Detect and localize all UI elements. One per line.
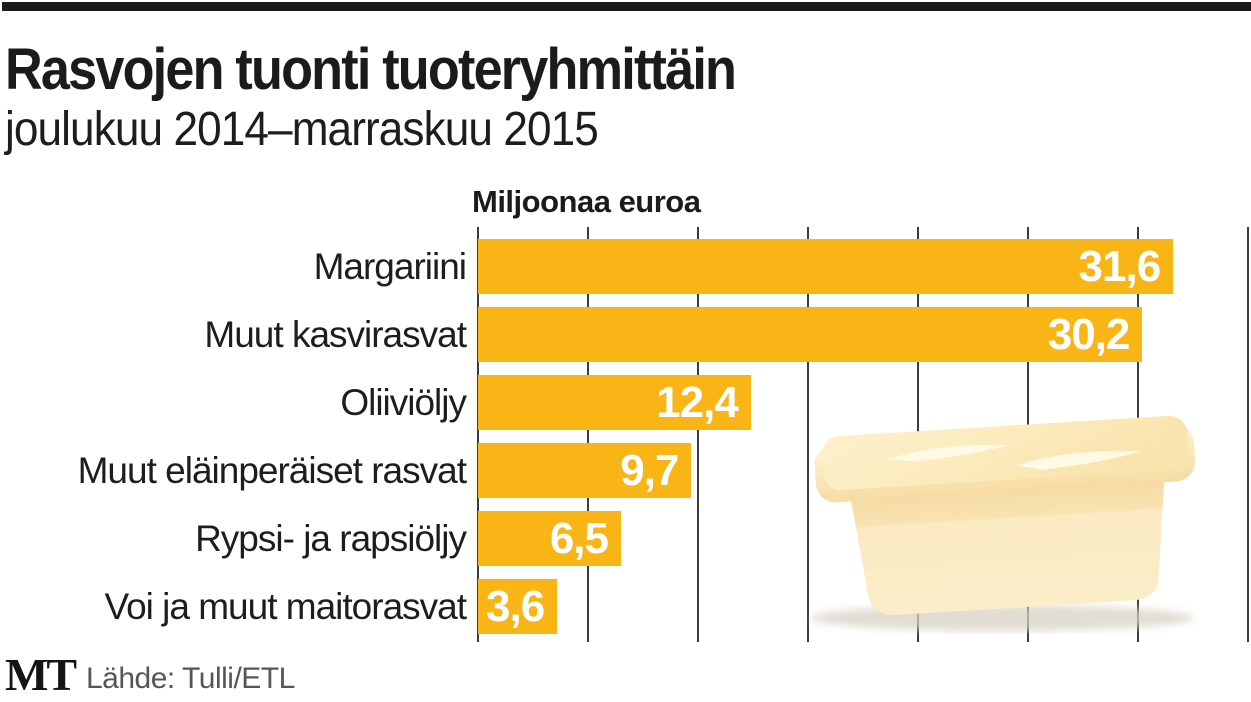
bar: 3,6 [478, 579, 558, 634]
bar: 9,7 [478, 443, 692, 498]
category-label: Rypsi- ja rapsiöljy [195, 518, 467, 559]
bar: 31,6 [478, 239, 1174, 294]
bar: 12,4 [478, 375, 751, 430]
gridline [1247, 227, 1249, 642]
chart-title: Rasvojen tuonti tuoteryhmittäin [5, 37, 737, 102]
axis-title: Miljoonaa euroa [472, 184, 701, 219]
mt-logo: MT [5, 649, 77, 700]
tub-shadow [810, 605, 1194, 631]
category-label: Oliiviöljy [340, 382, 467, 423]
bar-value-label: 6,5 [549, 514, 609, 563]
source-text: Lähde: Tulli/ETL [86, 662, 295, 695]
bar: 6,5 [478, 511, 621, 566]
category-label: Muut kasvirasvat [204, 314, 467, 355]
category-label: Margariini [313, 246, 467, 287]
bar-value-label: 30,2 [1047, 310, 1131, 359]
margarine-tub-icon [810, 415, 1196, 631]
gridline [697, 227, 699, 642]
category-label: Voi ja muut maitorasvat [104, 586, 467, 627]
gridline [807, 227, 809, 642]
chart-subtitle: joulukuu 2014–marraskuu 2015 [5, 103, 599, 156]
gridline [587, 227, 589, 642]
tub-lid-top [822, 415, 1189, 490]
bar: 30,2 [478, 307, 1143, 362]
tub-body [850, 480, 1165, 616]
top-border-bar [2, 2, 1251, 11]
bar-value-label: 12,4 [656, 378, 739, 427]
bar-value-label: 3,6 [486, 582, 545, 631]
category-label: Muut eläinperäiset rasvat [77, 450, 467, 491]
bar-value-label: 9,7 [620, 446, 679, 495]
bar-value-label: 31,6 [1078, 242, 1162, 291]
tub-highlight [888, 445, 1008, 462]
gridline [477, 227, 479, 642]
tub-highlight [1015, 450, 1141, 470]
